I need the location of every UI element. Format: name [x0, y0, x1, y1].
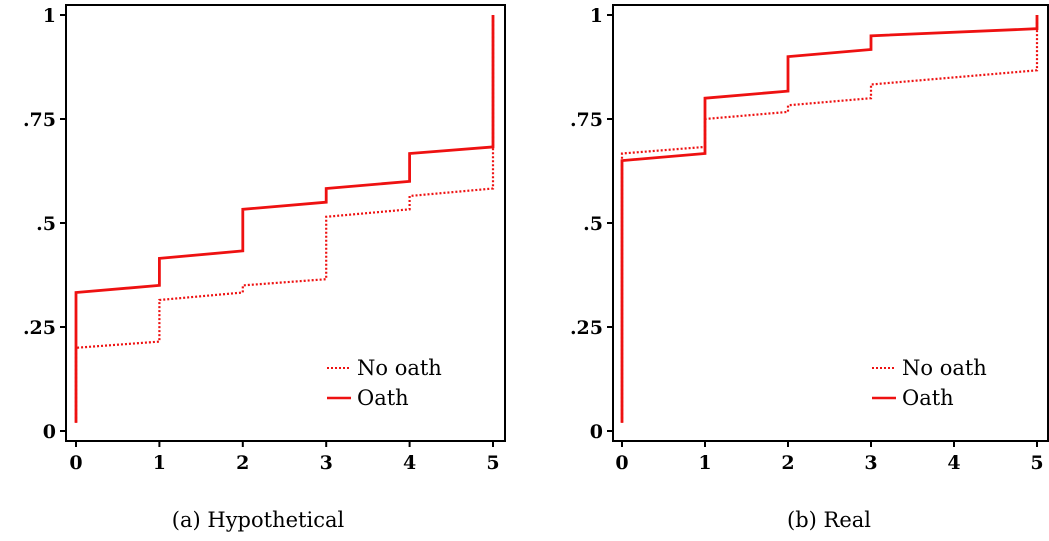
x-tick-label: 4: [947, 452, 960, 474]
panel-hypothetical: 0 .25 .5 .75 1 0 1 2 3 4 5 No oath Oath (a) Hypot…: [23, 4, 506, 532]
legend-label-oath: Oath: [357, 386, 409, 410]
y-axis-ticks: 0 .25 .5 .75 1: [23, 5, 66, 443]
x-tick-label: 2: [236, 452, 249, 474]
series-line-oath: [620, 15, 1039, 423]
legend-label-no-oath: No oath: [357, 356, 442, 380]
y-tick-label: 1: [590, 5, 603, 27]
x-tick-label: 2: [781, 452, 794, 474]
legend-label-no-oath: No oath: [902, 356, 987, 380]
y-tick-label: .75: [23, 109, 56, 131]
y-tick-label: .5: [583, 213, 603, 235]
y-tick-label: 1: [43, 5, 56, 27]
series-line-oath: [74, 15, 495, 423]
x-tick-label: 5: [1030, 452, 1043, 474]
series-layer: [620, 15, 1039, 423]
y-tick-label: 0: [43, 421, 56, 443]
series-line-no-oath: [74, 15, 495, 423]
y-tick-label: 0: [590, 421, 603, 443]
panel-real: 0 .25 .5 .75 1 0 1 2 3 4 5 No oath Oath (b) Real: [570, 4, 1049, 532]
x-tick-label: 5: [486, 452, 499, 474]
caption-hypothetical: (a) Hypothetical: [172, 508, 345, 532]
series-layer: [74, 15, 495, 423]
x-tick-label: 1: [698, 452, 711, 474]
legend-label-oath: Oath: [902, 386, 954, 410]
x-tick-label: 0: [69, 452, 82, 474]
y-tick-label: .5: [36, 213, 56, 235]
y-axis-ticks: 0 .25 .5 .75 1: [570, 5, 613, 443]
x-tick-label: 0: [615, 452, 628, 474]
x-axis-ticks: 0 1 2 3 4 5: [615, 441, 1044, 474]
x-axis-ticks: 0 1 2 3 4 5: [69, 441, 500, 474]
y-tick-label: .25: [570, 317, 603, 339]
x-tick-label: 4: [403, 452, 416, 474]
legend: No oath Oath: [872, 356, 987, 410]
x-tick-label: 3: [864, 452, 877, 474]
y-tick-label: .75: [570, 109, 603, 131]
caption-real: (b) Real: [787, 508, 871, 532]
x-tick-label: 1: [153, 452, 166, 474]
y-tick-label: .25: [23, 317, 56, 339]
legend: No oath Oath: [327, 356, 442, 410]
x-tick-label: 3: [320, 452, 333, 474]
